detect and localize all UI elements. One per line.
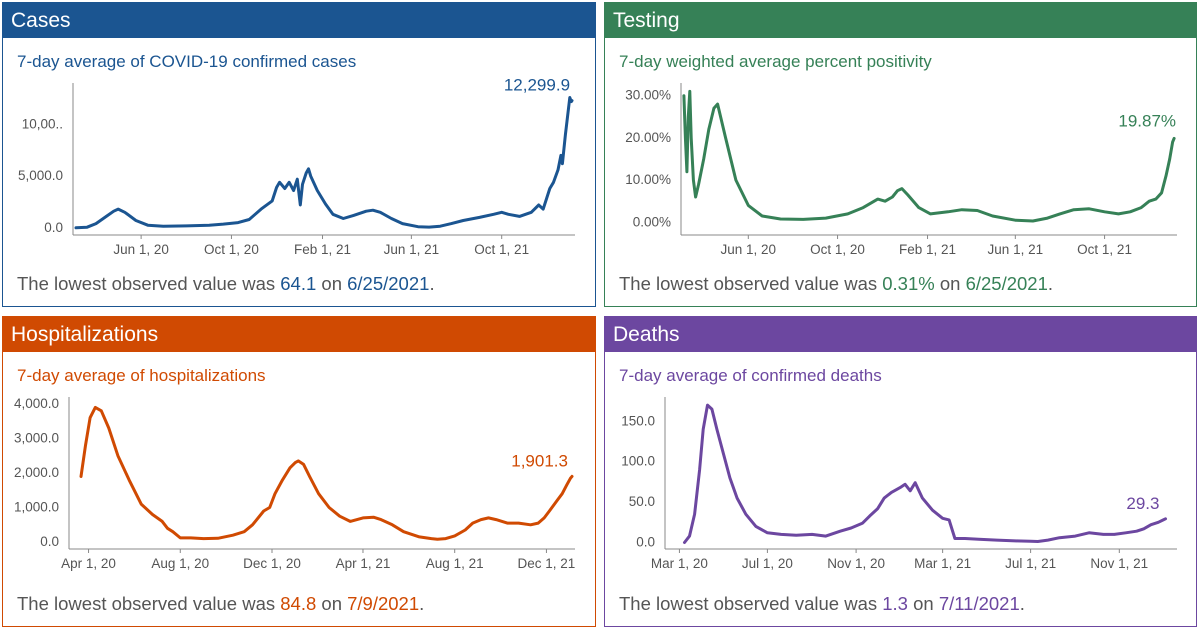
hospitalizations-x-tick-label: Dec 1, 21 (518, 556, 576, 571)
testing-x-tick-label: Feb 1, 21 (899, 242, 956, 257)
hospitalizations-footer-suffix: . (419, 593, 425, 614)
cases-x-tick-label: Feb 1, 21 (294, 242, 351, 257)
deaths-lowest-value: 1.3 (882, 593, 908, 614)
testing-x-tick-label: Oct 1, 20 (810, 242, 865, 257)
deaths-footer: The lowest observed value was 1.3 on 7/1… (619, 593, 1025, 615)
cases-footer-connector: on (321, 273, 342, 294)
deaths-chart: 0.0 50.0 100.0 150.0 Mar 1, 20 Jul 1, 20 Nov 1… (621, 397, 1177, 571)
hospitalizations-y-tick-label: 4,000.0 (14, 396, 59, 411)
cases-x-tick-label: Jun 1, 21 (384, 242, 440, 257)
deaths-x-tick-label: Mar 1, 21 (914, 556, 971, 571)
deaths-x-tick-label: Jul 1, 21 (1005, 556, 1056, 571)
hospitalizations-last-value-label: 1,901.3 (511, 451, 568, 470)
cases-x-tick-label: Oct 1, 20 (204, 242, 259, 257)
deaths-y-tick-label: 150.0 (621, 413, 655, 428)
testing-footer: The lowest observed value was 0.31% on 6… (619, 273, 1053, 295)
hospitalizations-y-tick-label: 0.0 (40, 534, 59, 549)
deaths-y-tick-label: 100.0 (621, 454, 655, 469)
deaths-footer-prefix: The lowest observed value was (619, 593, 878, 614)
hospitalizations-y-tick-label: 2,000.0 (14, 465, 59, 480)
deaths-x-tick-label: Jul 1, 20 (742, 556, 793, 571)
hospitalizations-subtitle: 7-day average of hospitalizations (17, 366, 266, 385)
deaths-footer-connector: on (913, 593, 934, 614)
testing-chart: 0.00% 10.00% 20.00% 30.00% Jun 1, 20 Oct 1, 2… (625, 83, 1177, 257)
testing-y-tick-label: 10.00% (625, 172, 671, 187)
testing-footer-prefix: The lowest observed value was (619, 273, 878, 294)
testing-lowest-value: 0.31% (882, 273, 935, 294)
testing-panel: Testing 7-day weighted average percent p… (604, 2, 1197, 307)
deaths-subtitle: 7-day average of confirmed deaths (619, 366, 882, 385)
hospitalizations-footer-prefix: The lowest observed value was (17, 593, 276, 614)
cases-lowest-value: 64.1 (280, 273, 317, 294)
cases-y-tick-label: 10,00.. (22, 116, 63, 131)
hospitalizations-x-tick-label: Apr 1, 20 (61, 556, 116, 571)
deaths-x-tick-label: Mar 1, 20 (651, 556, 708, 571)
hospitalizations-footer: The lowest observed value was 84.8 on 7/… (17, 593, 424, 615)
hospitalizations-panel: Hospitalizations 7-day average of hospit… (2, 316, 596, 627)
cases-footer-prefix: The lowest observed value was (17, 273, 276, 294)
testing-x-tick-label: Jun 1, 21 (988, 242, 1044, 257)
hospitalizations-footer-connector: on (321, 593, 342, 614)
cases-series-line (74, 96, 574, 230)
testing-last-value-label: 19.87% (1118, 111, 1176, 130)
cases-x-tick-label: Oct 1, 21 (474, 242, 529, 257)
hospitalizations-chart: 0.0 1,000.0 2,000.0 3,000.0 4,000.0 Apr 1, 20… (14, 396, 576, 571)
deaths-y-tick-label: 0.0 (636, 535, 655, 550)
deaths-header: Deaths (605, 317, 1196, 352)
deaths-series-line (683, 403, 1167, 544)
deaths-footer-suffix: . (1019, 593, 1025, 614)
cases-header: Cases (3, 3, 595, 38)
cases-y-tick-label: 0.0 (44, 220, 63, 235)
cases-footer-suffix: . (429, 273, 435, 294)
testing-y-tick-label: 20.00% (625, 130, 671, 145)
deaths-panel: Deaths 7-day average of confirmed deaths… (604, 316, 1197, 627)
deaths-last-value-label: 29.3 (1126, 494, 1159, 513)
hospitalizations-x-tick-label: Aug 1, 20 (151, 556, 209, 571)
testing-x-tick-label: Jun 1, 20 (721, 242, 777, 257)
testing-lowest-date: 6/25/2021 (965, 273, 1048, 294)
testing-footer-suffix: . (1047, 273, 1054, 294)
testing-series-line (682, 89, 1176, 223)
deaths-lowest-date: 7/11/2021 (938, 593, 1020, 614)
cases-footer: The lowest observed value was 64.1 on 6/… (17, 273, 435, 295)
testing-x-tick-label: Oct 1, 21 (1077, 242, 1132, 257)
testing-footer-connector: on (939, 273, 961, 294)
cases-last-value-label: 12,299.9 (504, 76, 570, 95)
hospitalizations-x-tick-label: Aug 1, 21 (426, 556, 484, 571)
deaths-x-tick-label: Nov 1, 21 (1090, 556, 1148, 571)
hospitalizations-x-tick-label: Dec 1, 20 (243, 556, 301, 571)
cases-lowest-date: 6/25/2021 (347, 273, 430, 294)
hospitalizations-header: Hospitalizations (3, 317, 595, 352)
hospitalizations-y-tick-label: 1,000.0 (14, 500, 59, 515)
cases-panel: Cases 7-day average of COVID-19 confirme… (2, 2, 596, 307)
hospitalizations-y-tick-label: 3,000.0 (14, 430, 59, 445)
testing-header: Testing (605, 3, 1196, 38)
cases-subtitle: 7-day average of COVID-19 confirmed case… (17, 52, 357, 71)
testing-y-tick-label: 30.00% (625, 88, 671, 103)
cases-y-tick-label: 5,000.0 (18, 168, 63, 183)
testing-subtitle: 7-day weighted average percent positivit… (619, 52, 932, 71)
hospitalizations-lowest-value: 84.8 (280, 593, 317, 614)
cases-chart: 0.0 5,000.0 10,00.. Jun 1, 20 Oct 1, 20 Feb 1… (18, 76, 575, 257)
hospitalizations-lowest-date: 7/9/2021 (347, 593, 420, 614)
hospitalizations-series-line (79, 405, 574, 541)
deaths-x-tick-label: Nov 1, 20 (827, 556, 885, 571)
deaths-y-tick-label: 50.0 (629, 494, 655, 509)
testing-y-tick-label: 0.00% (633, 214, 671, 229)
hospitalizations-x-tick-label: Apr 1, 21 (336, 556, 391, 571)
cases-x-tick-label: Jun 1, 20 (113, 242, 169, 257)
